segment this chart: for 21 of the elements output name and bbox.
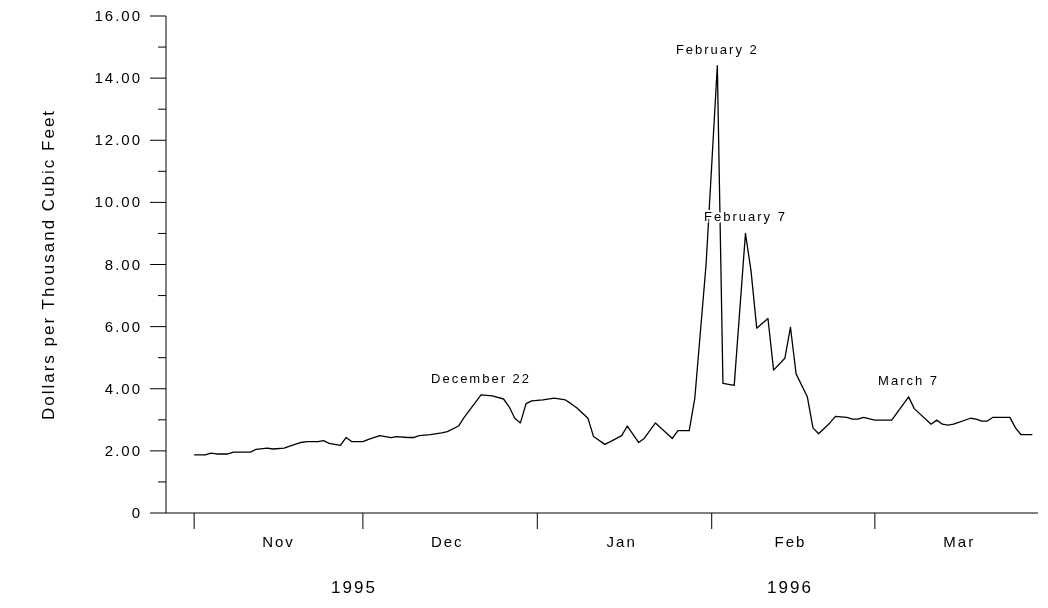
y-tick-label: 16.00 — [94, 7, 142, 24]
y-tick-label: 4.00 — [104, 379, 142, 397]
y-tick-label: 12.00 — [94, 131, 142, 149]
x-tick-label: Jan — [606, 533, 637, 550]
x-tick-label: Dec — [430, 533, 464, 550]
y-axis-title: Dollars per Thousand Cubic Feet — [39, 108, 59, 421]
annotation: March 7 — [878, 372, 940, 388]
x-tick-label: Feb — [774, 533, 807, 550]
x-tick-label: Nov — [262, 533, 295, 550]
y-tick-label: 8.00 — [104, 255, 142, 273]
y-tick-label: 14.00 — [94, 69, 142, 87]
y-tick-label: 2.00 — [104, 441, 142, 459]
text: 1995 — [331, 578, 377, 597]
line-series — [193, 65, 1034, 456]
y-tick-label: 6.00 — [104, 317, 142, 335]
annotation: December 22 — [431, 370, 532, 386]
text: 1996 — [767, 578, 813, 597]
x-tick-label: Mar — [943, 533, 976, 550]
y-tick-label: 10.00 — [94, 193, 142, 211]
y-tick-label: 0 — [131, 504, 142, 521]
annotation: February 2 — [675, 41, 759, 57]
